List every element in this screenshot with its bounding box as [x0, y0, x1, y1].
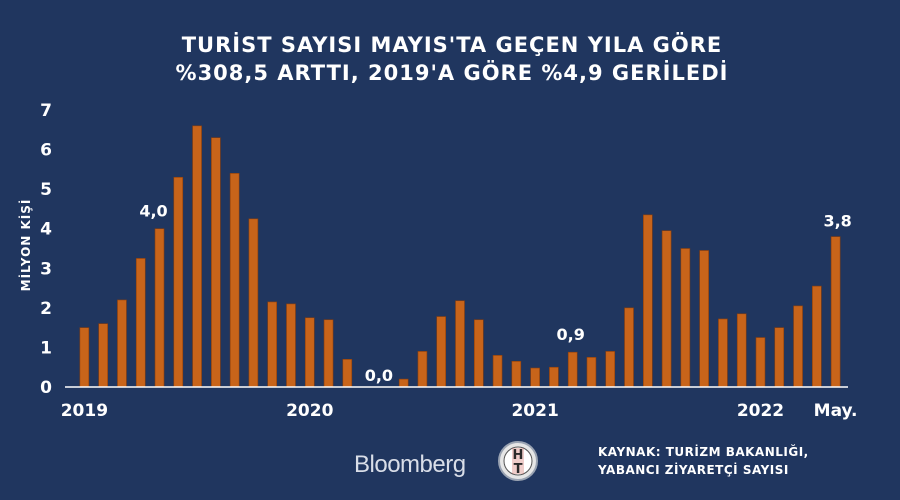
bar — [417, 351, 428, 388]
bar — [342, 358, 353, 388]
bar — [323, 319, 334, 388]
bar — [511, 360, 522, 388]
y-tick-label: 2 — [40, 299, 52, 319]
y-axis-ticks: 0 1 2 3 4 5 6 7 — [40, 101, 52, 398]
bar — [398, 378, 409, 388]
x-tick-label: 2020 — [286, 401, 333, 421]
x-tick-label: 2019 — [61, 401, 108, 421]
bar — [549, 366, 559, 388]
bar — [624, 307, 634, 388]
bar — [135, 258, 146, 388]
bar — [117, 299, 127, 388]
y-axis-label: MİLYON KİŞİ — [18, 199, 33, 292]
data-label: 4,0 — [139, 202, 167, 221]
bar — [680, 248, 691, 388]
x-axis-ticks: 2019 2020 2021 2022 May. — [61, 401, 858, 421]
y-tick-label: 6 — [40, 141, 52, 161]
bar — [267, 301, 277, 388]
bar — [812, 285, 822, 388]
bar — [98, 323, 108, 388]
bar — [455, 300, 465, 388]
bar — [699, 250, 709, 388]
bar — [774, 327, 785, 388]
y-tick-label: 4 — [40, 220, 52, 240]
y-tick-label: 7 — [40, 101, 52, 121]
footer: Bloomberg H T KAYNAK: TURİZM BAKANLIĞI, … — [354, 441, 809, 481]
bar — [211, 137, 221, 388]
bar — [736, 313, 747, 388]
y-tick-label: 1 — [40, 338, 52, 358]
x-tick-label: 2021 — [511, 401, 558, 421]
x-tick-label: May. — [814, 401, 858, 421]
bar — [79, 327, 90, 388]
bar — [718, 318, 728, 388]
bar — [793, 305, 803, 388]
data-labels: 4,0 0,0 0,9 3,8 — [139, 202, 851, 385]
bar — [492, 355, 503, 388]
x-tick-label: 2022 — [737, 401, 784, 421]
source-line-1: KAYNAK: TURİZM BAKANLIĞI, — [598, 444, 809, 459]
data-label: 0,9 — [557, 325, 585, 344]
bloomberg-logo: Bloomberg — [354, 451, 466, 478]
ht-logo-icon: H T — [498, 441, 538, 481]
ht-logo-letter-t: T — [514, 462, 523, 477]
bar — [661, 230, 672, 388]
bar — [248, 218, 259, 388]
bar — [530, 367, 540, 388]
ht-logo-letter-h: H — [513, 448, 524, 463]
bar — [154, 228, 165, 388]
y-tick-label: 3 — [40, 259, 52, 279]
bar — [643, 214, 653, 388]
bar — [755, 337, 766, 388]
data-label: 3,8 — [823, 212, 851, 231]
bar — [830, 236, 841, 388]
bar — [605, 351, 616, 388]
data-label: 0,0 — [365, 366, 393, 385]
bar — [304, 317, 315, 388]
bar — [567, 351, 578, 388]
bar — [286, 303, 296, 388]
chart-title-line-2: %308,5 ARTTI, 2019'A GÖRE %4,9 GERİLEDİ — [176, 60, 729, 85]
y-tick-label: 5 — [40, 180, 52, 200]
y-tick-label: 0 — [40, 378, 52, 398]
bar — [473, 319, 484, 388]
source-line-2: YABANCI ZİYARETÇİ SAYISI — [597, 462, 789, 477]
bar — [173, 176, 184, 388]
chart-title-line-1: TURİST SAYISI MAYIS'TA GEÇEN YILA GÖRE — [182, 32, 723, 57]
bar — [229, 173, 240, 388]
bar — [436, 316, 447, 388]
bar — [586, 357, 597, 388]
bar — [192, 125, 202, 388]
bar-series — [79, 125, 841, 388]
